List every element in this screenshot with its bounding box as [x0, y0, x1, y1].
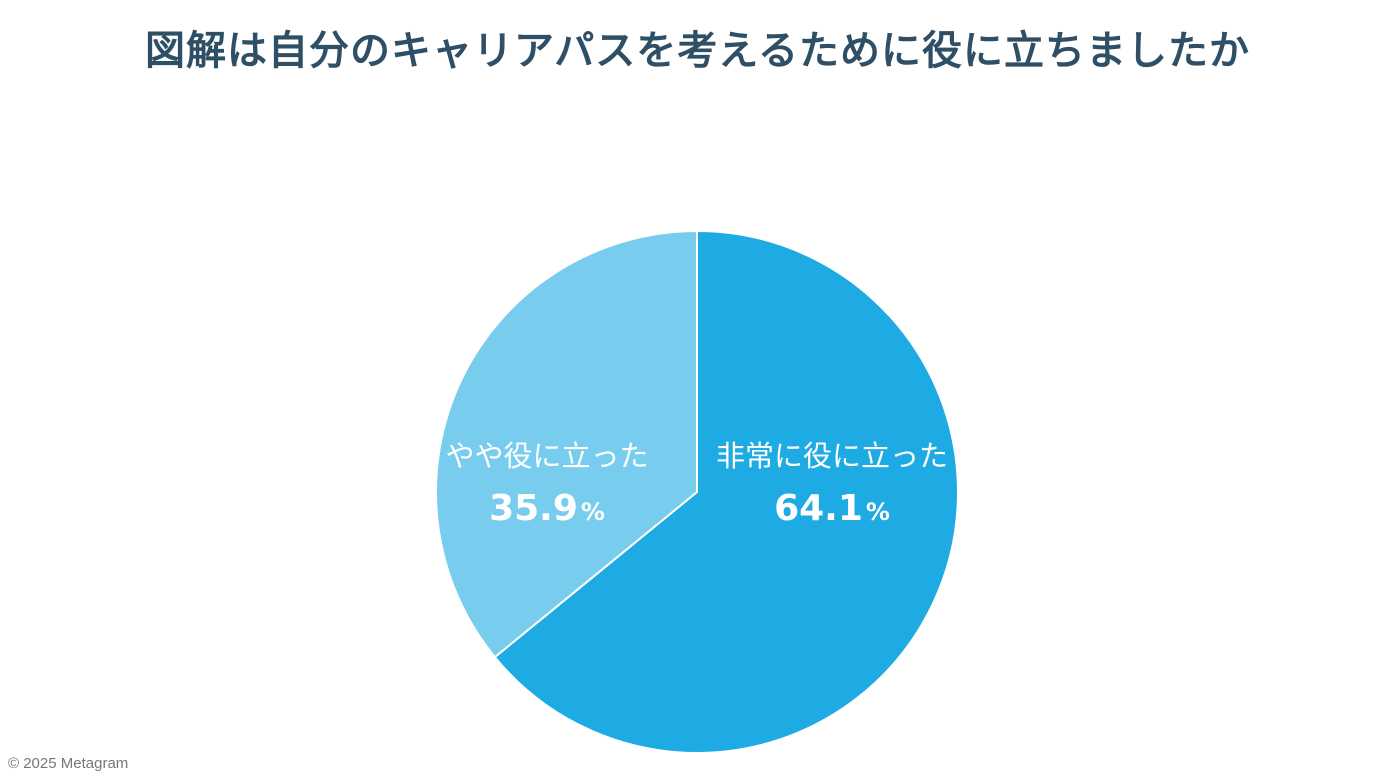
pie-slice-2	[435, 229, 698, 659]
slice-label-name-1: 非常に役に立った	[716, 439, 948, 473]
slice-label-unit-2: %	[581, 498, 605, 526]
chart-title: 図解は自分のキャリアパスを考えるために役に立ちましたか	[145, 28, 1250, 74]
pie-slices	[435, 229, 959, 754]
slice-label-unit-1: %	[866, 498, 890, 526]
copyright-text: © 2025 Metagram	[8, 755, 129, 772]
slice-label-name-2: やや役に立った	[445, 439, 648, 473]
pie-slice-1	[493, 229, 959, 754]
